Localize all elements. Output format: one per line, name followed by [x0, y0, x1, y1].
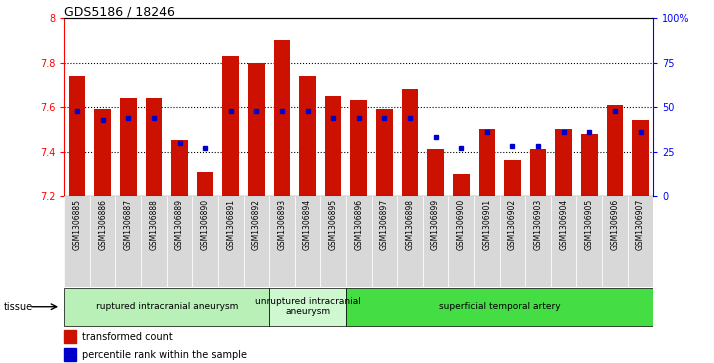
- Text: tissue: tissue: [4, 302, 33, 312]
- Bar: [69, 76, 86, 196]
- Bar: [371, 196, 397, 287]
- Text: GSM1306885: GSM1306885: [73, 199, 81, 250]
- Bar: [448, 196, 474, 287]
- Text: GSM1306888: GSM1306888: [149, 199, 159, 250]
- Bar: [576, 196, 602, 287]
- Bar: [526, 196, 551, 287]
- Text: GSM1306902: GSM1306902: [508, 199, 517, 250]
- Text: GSM1306891: GSM1306891: [226, 199, 235, 250]
- Bar: [141, 196, 166, 287]
- Bar: [474, 196, 500, 287]
- Bar: [423, 196, 448, 287]
- Bar: [551, 196, 576, 287]
- Bar: [248, 63, 265, 196]
- Bar: [269, 196, 295, 287]
- Bar: [530, 149, 546, 196]
- Bar: [402, 89, 418, 196]
- Bar: [453, 174, 470, 196]
- Bar: [90, 196, 116, 287]
- Text: GSM1306892: GSM1306892: [252, 199, 261, 250]
- Bar: [273, 40, 291, 196]
- Bar: [325, 96, 341, 196]
- Bar: [500, 196, 526, 287]
- Text: GSM1306894: GSM1306894: [303, 199, 312, 250]
- Text: GSM1306905: GSM1306905: [585, 199, 594, 250]
- Bar: [581, 134, 598, 196]
- Text: GSM1306904: GSM1306904: [559, 199, 568, 250]
- Bar: [64, 330, 76, 343]
- Bar: [120, 98, 136, 196]
- Text: GSM1306906: GSM1306906: [610, 199, 619, 250]
- Bar: [555, 129, 572, 196]
- Bar: [64, 287, 269, 326]
- Bar: [632, 121, 649, 196]
- Text: GSM1306896: GSM1306896: [354, 199, 363, 250]
- Text: GSM1306886: GSM1306886: [99, 199, 107, 250]
- Bar: [192, 196, 218, 287]
- Bar: [222, 56, 239, 196]
- Bar: [504, 160, 521, 196]
- Text: transformed count: transformed count: [82, 332, 173, 342]
- Bar: [94, 109, 111, 196]
- Bar: [197, 172, 213, 196]
- Bar: [243, 196, 269, 287]
- Text: GSM1306899: GSM1306899: [431, 199, 440, 250]
- Bar: [64, 196, 90, 287]
- Text: GSM1306897: GSM1306897: [380, 199, 389, 250]
- Text: percentile rank within the sample: percentile rank within the sample: [82, 350, 247, 360]
- Bar: [116, 196, 141, 287]
- Text: GSM1306901: GSM1306901: [483, 199, 491, 250]
- Text: superficial temporal artery: superficial temporal artery: [439, 302, 560, 311]
- Text: GSM1306898: GSM1306898: [406, 199, 415, 250]
- Text: GSM1306907: GSM1306907: [636, 199, 645, 250]
- Text: unruptured intracranial
aneurysm: unruptured intracranial aneurysm: [255, 297, 361, 317]
- Bar: [64, 348, 76, 361]
- Bar: [397, 196, 423, 287]
- Text: GSM1306900: GSM1306900: [457, 199, 466, 250]
- Bar: [628, 196, 653, 287]
- Text: GSM1306903: GSM1306903: [533, 199, 543, 250]
- Bar: [295, 196, 321, 287]
- Text: GSM1306895: GSM1306895: [328, 199, 338, 250]
- Bar: [607, 105, 623, 196]
- Bar: [218, 196, 243, 287]
- Bar: [478, 129, 496, 196]
- Text: GSM1306889: GSM1306889: [175, 199, 184, 250]
- Bar: [346, 196, 371, 287]
- Bar: [171, 140, 188, 196]
- Text: GSM1306890: GSM1306890: [201, 199, 210, 250]
- Text: GSM1306887: GSM1306887: [124, 199, 133, 250]
- Bar: [146, 98, 162, 196]
- Text: ruptured intracranial aneurysm: ruptured intracranial aneurysm: [96, 302, 238, 311]
- Bar: [351, 101, 367, 196]
- Bar: [299, 76, 316, 196]
- Bar: [166, 196, 192, 287]
- Bar: [321, 196, 346, 287]
- Text: GSM1306893: GSM1306893: [278, 199, 286, 250]
- Bar: [602, 196, 628, 287]
- Bar: [376, 109, 393, 196]
- Bar: [427, 149, 444, 196]
- Bar: [346, 287, 653, 326]
- Bar: [269, 287, 346, 326]
- Text: GDS5186 / 18246: GDS5186 / 18246: [64, 5, 175, 18]
